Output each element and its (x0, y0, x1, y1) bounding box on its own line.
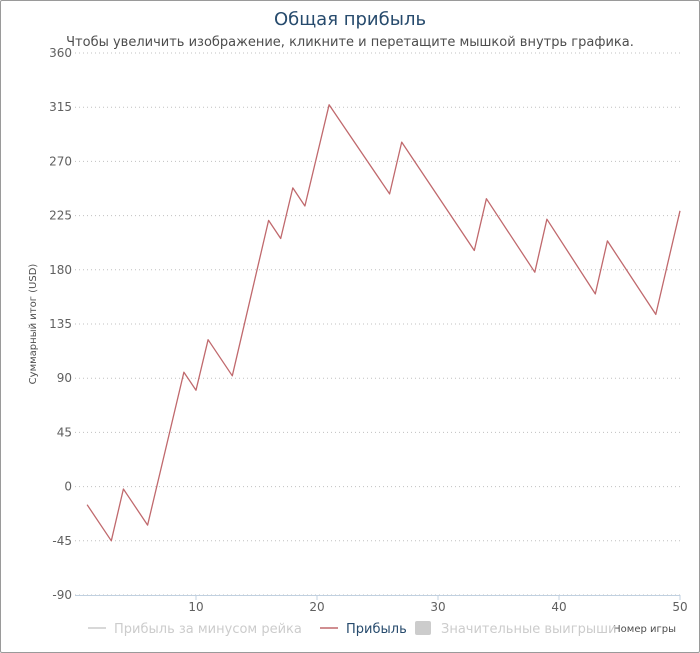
data-point[interactable] (228, 372, 236, 380)
y-tick-label: -90 (52, 588, 72, 602)
data-point[interactable] (204, 336, 212, 344)
x-tick-label: 40 (551, 600, 566, 614)
data-point[interactable] (144, 521, 152, 529)
legend-item[interactable]: Значительные выигрыши (415, 621, 616, 637)
y-tick-label: -45 (52, 534, 72, 548)
plot-area[interactable] (83, 101, 684, 545)
data-point[interactable] (325, 101, 333, 109)
legend-label: Значительные выигрыши (441, 622, 616, 637)
legend-label: Прибыль за минусом рейка (114, 622, 302, 637)
x-tick-label: 10 (188, 600, 203, 614)
legend[interactable]: Прибыль за минусом рейка Прибыль Значитель… (88, 621, 616, 637)
data-point[interactable] (676, 207, 684, 215)
chart-title: Общая прибыль (273, 9, 427, 30)
data-point[interactable] (531, 268, 539, 276)
data-point[interactable] (289, 184, 297, 192)
data-point[interactable] (192, 386, 200, 394)
y-axis: -90 -45 0 45 90 135 180 225 270 315 360 (49, 46, 72, 602)
data-point[interactable] (265, 216, 273, 224)
x-tick-label: 20 (309, 600, 324, 614)
data-point[interactable] (107, 537, 115, 545)
y-tick-label: 360 (49, 46, 72, 60)
data-point[interactable] (543, 215, 551, 223)
y-tick-label: 0 (64, 480, 72, 494)
x-axis-title: Номер игры (613, 624, 676, 635)
data-point[interactable] (482, 195, 490, 203)
y-tick-label: 180 (49, 263, 72, 277)
data-point[interactable] (180, 368, 188, 376)
legend-item[interactable]: Прибыль за минусом рейка (88, 622, 302, 637)
series-line-profit[interactable] (86, 104, 681, 542)
y-tick-label: 90 (57, 371, 72, 385)
data-point[interactable] (591, 290, 599, 298)
data-point[interactable] (386, 190, 394, 198)
data-point[interactable] (398, 138, 406, 146)
x-tick-label: 50 (672, 600, 687, 614)
x-tick-label: 30 (430, 600, 445, 614)
data-point[interactable] (603, 237, 611, 245)
legend-item[interactable]: Прибыль (320, 622, 407, 637)
y-tick-label: 45 (57, 425, 72, 439)
data-point[interactable] (83, 501, 91, 509)
y-tick-label: 315 (49, 100, 72, 114)
legend-square-icon (415, 621, 431, 635)
grid-lines (75, 52, 680, 596)
y-tick-label: 225 (49, 209, 72, 223)
y-tick-label: 135 (49, 317, 72, 331)
y-axis-title: Суммарный итог (USD) (28, 264, 39, 385)
y-tick-label: 270 (49, 154, 72, 168)
chart-subtitle: Чтобы увеличить изображение, кликните и … (66, 35, 634, 50)
data-point[interactable] (301, 202, 309, 210)
data-point[interactable] (652, 310, 660, 318)
data-point[interactable] (119, 485, 127, 493)
data-point[interactable] (470, 247, 478, 255)
data-point[interactable] (277, 234, 285, 242)
legend-label: Прибыль (346, 622, 407, 637)
x-axis: 10 20 30 40 50 (75, 595, 688, 614)
